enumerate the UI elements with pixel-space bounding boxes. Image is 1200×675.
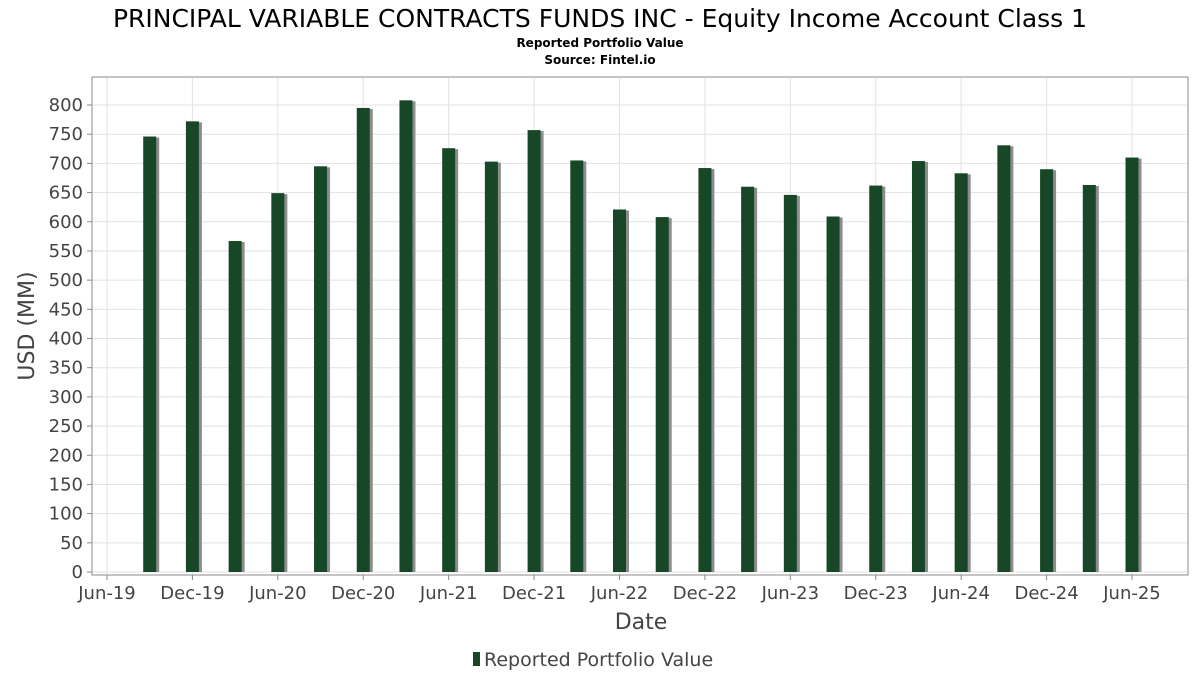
bar — [228, 241, 242, 573]
y-tick-label: 300 — [49, 387, 83, 408]
y-tick-label: 250 — [49, 416, 83, 437]
x-tick-label: Jun-21 — [419, 583, 478, 604]
x-tick-label: Dec-19 — [160, 583, 224, 604]
x-tick-label: Jun-24 — [931, 583, 990, 604]
bar — [399, 100, 413, 572]
x-axis-label: Date — [615, 610, 668, 635]
x-tick-label: Dec-20 — [331, 583, 395, 604]
x-axis-ticks: Jun-19 Dec-19 Jun-20 Dec-20 Jun-21 Dec-21 Jun-… — [77, 575, 1161, 604]
y-tick-label: 50 — [60, 533, 83, 554]
bar — [783, 194, 797, 572]
x-tick-label: Jun-22 — [590, 583, 649, 604]
y-tick-label: 450 — [49, 299, 83, 320]
y-tick-label: 500 — [49, 270, 83, 291]
bar — [613, 209, 626, 572]
x-tick-label: Jun-23 — [761, 583, 820, 604]
bar — [826, 216, 840, 572]
bar — [185, 121, 199, 572]
bar — [314, 166, 328, 572]
y-tick-label: 200 — [49, 445, 83, 466]
bar — [442, 148, 456, 572]
y-tick-label: 350 — [49, 358, 83, 379]
bar — [1125, 157, 1139, 572]
plot-area — [91, 76, 1189, 576]
legend: Reported Portfolio Value — [473, 649, 713, 671]
bar — [1082, 184, 1096, 572]
bar — [954, 173, 968, 572]
bar — [869, 185, 883, 572]
bar — [655, 217, 669, 572]
chart-source: Source: Fintel.io — [544, 53, 655, 67]
x-tick-label: Dec-23 — [844, 583, 908, 604]
x-tick-label: Dec-24 — [1014, 583, 1078, 604]
y-tick-label: 700 — [49, 153, 83, 174]
bar — [527, 130, 541, 572]
y-tick-label: 100 — [49, 504, 83, 525]
y-tick-label: 800 — [49, 95, 83, 116]
y-tick-label: 650 — [49, 183, 83, 204]
y-tick-label: 600 — [49, 212, 83, 233]
bar — [997, 145, 1011, 572]
x-tick-label: Dec-21 — [502, 583, 566, 604]
bar — [356, 107, 370, 572]
bar — [741, 186, 755, 572]
x-tick-label: Jun-25 — [1102, 583, 1161, 604]
y-axis-label: USD (MM) — [15, 271, 40, 380]
bar — [1040, 169, 1054, 572]
bar — [143, 136, 157, 572]
x-tick-label: Jun-20 — [248, 583, 307, 604]
chart-subtitle: Reported Portfolio Value — [516, 36, 683, 50]
y-axis-ticks: 0 50 100 150 200 250 300 350 400 450 500 550 600 650 7… — [49, 95, 92, 583]
x-tick-label: Jun-19 — [77, 583, 136, 604]
y-tick-label: 400 — [49, 329, 83, 350]
bar — [570, 160, 584, 573]
legend-label: Reported Portfolio Value — [484, 649, 713, 671]
x-tick-label: Dec-22 — [673, 583, 737, 604]
bar — [271, 193, 285, 573]
bars — [143, 100, 1142, 573]
bar — [911, 161, 925, 573]
bar — [484, 161, 498, 572]
y-tick-label: 750 — [49, 124, 83, 145]
y-tick-label: 0 — [72, 562, 83, 583]
bar — [698, 168, 712, 573]
chart-title: PRINCIPAL VARIABLE CONTRACTS FUNDS INC -… — [113, 4, 1087, 33]
y-tick-label: 150 — [49, 474, 83, 495]
legend-swatch — [473, 652, 480, 666]
y-tick-label: 550 — [49, 241, 83, 262]
